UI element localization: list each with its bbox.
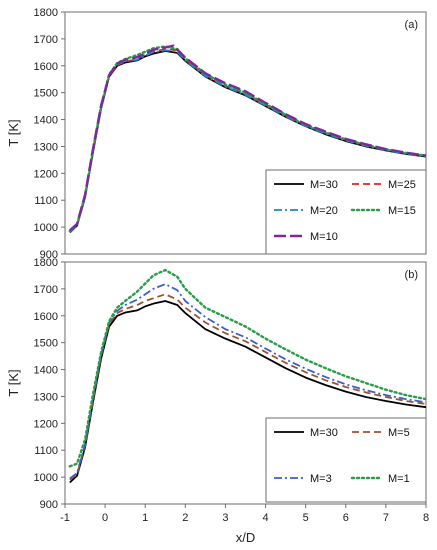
legend-label: M=10 <box>310 231 338 243</box>
y-tick-label: 1300 <box>34 391 58 403</box>
x-tick-label: 4 <box>262 512 268 524</box>
y-tick-label: 1100 <box>34 195 58 207</box>
y-axis-title: T [K] <box>6 369 21 396</box>
x-tick-label: 1 <box>142 512 148 524</box>
legend-label: M=1 <box>388 473 410 485</box>
series-line-m1 <box>68 268 426 468</box>
y-tick-label: 1200 <box>34 168 58 180</box>
y-tick-label: 1500 <box>34 88 58 100</box>
legend-label: M=5 <box>388 427 410 439</box>
x-axis-title: x/D <box>236 530 256 545</box>
x-tick-label: 8 <box>423 512 429 524</box>
legend-label: M=20 <box>310 205 338 217</box>
legend: M=30 M=5 M=3 M=1 <box>265 417 427 503</box>
y-axis-title: T [K] <box>6 119 21 146</box>
legend-label: M=30 <box>310 427 338 439</box>
y-tick-label: 1100 <box>34 445 58 457</box>
x-tick-label: 2 <box>182 512 188 524</box>
y-tick-label: 1000 <box>34 472 58 484</box>
series-line-m10 <box>69 44 426 232</box>
legend-label: M=3 <box>310 473 332 485</box>
y-tick-label: 1400 <box>34 115 58 127</box>
y-tick-label: 1800 <box>34 257 58 269</box>
panel-b: 900 1000 1100 1200 1300 1400 1500 1600 1700 1800 -… <box>6 257 429 545</box>
legend: M=30 M=25 M=20 M=15 M=10 <box>265 169 427 255</box>
x-tick-label: 3 <box>222 512 228 524</box>
y-tick-label: 1500 <box>34 338 58 350</box>
y-tick-label: 1700 <box>34 34 58 46</box>
y-tick-label: 1800 <box>34 7 58 19</box>
x-tick-label: 7 <box>383 512 389 524</box>
panel-label: (b) <box>405 269 418 281</box>
x-tick-label: 6 <box>343 512 349 524</box>
y-tick-label: 1000 <box>34 222 58 234</box>
x-tick-label: 5 <box>303 512 309 524</box>
y-tick-label: 1400 <box>34 365 58 377</box>
y-tick-label: 1600 <box>34 61 58 73</box>
legend-label: M=25 <box>388 179 416 191</box>
y-tick-label: 900 <box>40 249 58 261</box>
panel-label: (a) <box>405 19 418 31</box>
y-tick-label: 1200 <box>34 418 58 430</box>
x-tick-label: -1 <box>60 512 70 524</box>
x-tick-label: 0 <box>102 512 108 524</box>
legend-label: M=15 <box>388 205 416 217</box>
y-tick-label: 1600 <box>34 311 58 323</box>
y-tick-label: 1700 <box>34 284 58 296</box>
panel-a: 900 1000 1100 1200 1300 1400 1500 1600 1700 1800 T… <box>6 7 427 261</box>
y-tick-label: 1300 <box>34 141 58 153</box>
y-tick-label: 900 <box>40 499 58 511</box>
legend-label: M=30 <box>310 179 338 191</box>
